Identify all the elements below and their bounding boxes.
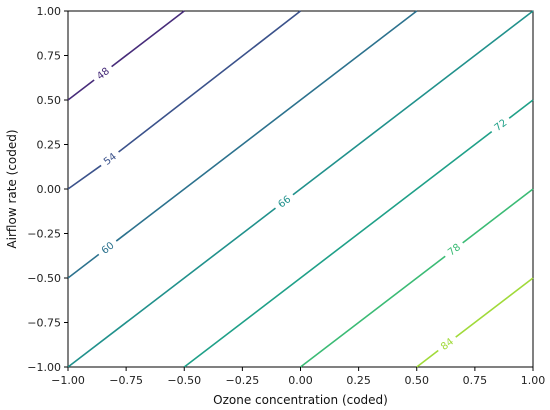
x-axis: −1.00 −0.75 −0.50 −0.25 0.00 0.25 0.50 0.75 1.00 [51, 367, 545, 387]
contour-line-72 [183, 130, 493, 368]
contour-line-54 [118, 10, 301, 153]
contour-line-72 [508, 99, 534, 119]
plot-area: 48 54 60 66 72 78 84 [67, 10, 534, 368]
contour-label-54: 54 [102, 151, 119, 167]
y-tick-label: 1.00 [37, 5, 62, 18]
contour-label-84: 84 [439, 336, 456, 352]
contour-line-60 [67, 253, 100, 279]
x-tick-label: 0.50 [405, 374, 430, 387]
y-tick-label: −1.00 [27, 361, 61, 374]
y-tick-label: 0.25 [37, 139, 62, 152]
y-tick-label: 0.50 [37, 94, 62, 107]
contour-label-78: 78 [446, 242, 463, 258]
x-axis-label: Ozone concentration (coded) [213, 393, 388, 407]
y-tick-label: −0.25 [27, 228, 61, 241]
y-axis-label: Airflow rate (coded) [5, 129, 19, 248]
contour-label-66: 66 [276, 194, 293, 210]
contour-line-54 [67, 164, 102, 190]
x-tick-label: −0.25 [226, 374, 260, 387]
x-tick-label: −0.75 [109, 374, 143, 387]
contour-label-72: 72 [493, 117, 510, 133]
y-tick-label: 0.00 [37, 183, 62, 196]
y-tick-label: −0.50 [27, 272, 61, 285]
contour-line-78 [300, 255, 446, 368]
contour-line-84 [455, 277, 534, 338]
contour-line-84 [416, 349, 439, 368]
y-tick-label: 0.75 [37, 50, 62, 63]
contour-line-48 [111, 10, 185, 68]
contour-label-60: 60 [100, 240, 117, 256]
contour-line-48 [67, 79, 95, 101]
y-axis: −1.00 −0.75 −0.50 −0.25 0.00 0.25 0.50 0.75 1.00 [27, 5, 68, 374]
contour-line-78 [462, 188, 534, 244]
x-tick-label: −1.00 [51, 374, 85, 387]
contour-line-60 [115, 10, 418, 242]
x-tick-label: 0.75 [463, 374, 488, 387]
contour-lines [67, 10, 534, 368]
contour-line-66 [292, 10, 534, 196]
x-tick-label: 0.25 [346, 374, 371, 387]
contour-line-66 [67, 207, 276, 368]
y-tick-label: −0.75 [27, 317, 61, 330]
x-tick-label: −0.50 [167, 374, 201, 387]
x-tick-label: 1.00 [521, 374, 546, 387]
x-tick-label: 0.00 [288, 374, 313, 387]
contour-label-48: 48 [95, 66, 112, 82]
